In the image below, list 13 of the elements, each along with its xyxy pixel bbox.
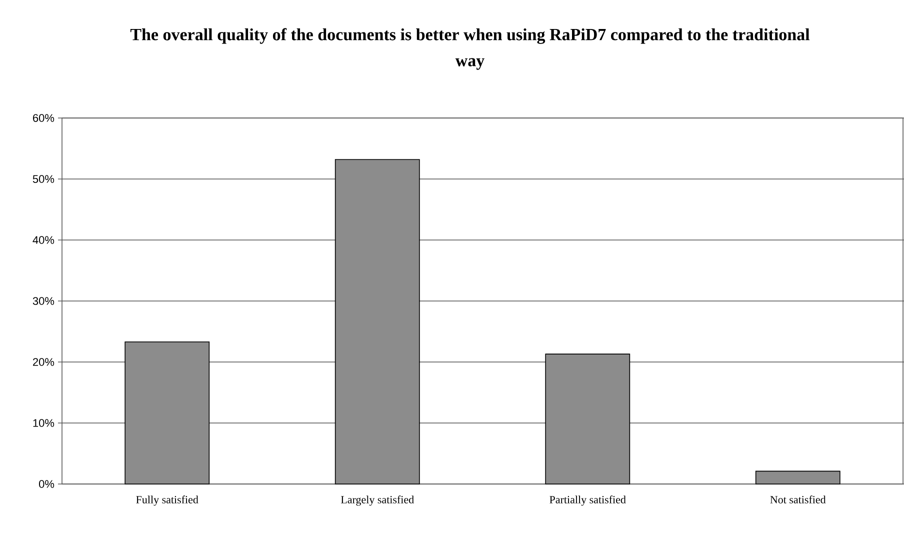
chart-title: The overall quality of the documents is better when using RaPiD7 compared to the traditional way [130, 28, 810, 70]
y-tick-label: 0% [38, 480, 54, 488]
x-tick-label: Partially satisfied [550, 496, 626, 506]
y-tick-label: 10% [33, 419, 54, 427]
y-tick-label: 30% [32, 297, 54, 305]
x-tick-label: Fully satisfied [136, 496, 198, 506]
x-tick-label: Largely satisfied [340, 496, 414, 506]
y-tick-label: 60% [33, 114, 54, 122]
y-tick-label: 50% [32, 175, 54, 183]
bar [755, 470, 840, 484]
y-tick-label: 20% [33, 358, 54, 366]
x-tick-label: Not satisfied [770, 496, 826, 504]
y-tick-label: 40% [32, 236, 54, 244]
